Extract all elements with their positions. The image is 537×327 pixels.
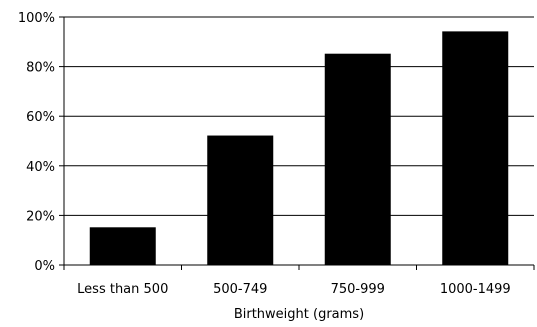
y-tick-label: 40% — [26, 160, 55, 175]
y-tick-label: 20% — [26, 209, 55, 224]
x-ticks: Less than 500 500-749 750-999 1000-1499 — [63, 265, 535, 297]
x-tick-label: 500-749 — [213, 282, 267, 297]
bar — [207, 135, 274, 266]
x-axis-title: Birthweight (grams) — [234, 307, 364, 322]
y-tick-label: 100% — [18, 11, 55, 26]
x-tick-label: Less than 500 — [77, 282, 168, 297]
x-tick-label: 750-999 — [331, 282, 385, 297]
y-tick-label: 0% — [34, 259, 55, 274]
bar — [324, 53, 391, 266]
bars — [89, 31, 509, 266]
y-ticks: 0% 20% 40% 60% 80% 100% — [18, 11, 64, 274]
y-tick-label: 80% — [26, 61, 55, 76]
y-tick-label: 60% — [26, 110, 55, 125]
x-tick-label: 1000-1499 — [440, 282, 511, 297]
bar — [442, 31, 509, 266]
bar — [89, 227, 156, 266]
